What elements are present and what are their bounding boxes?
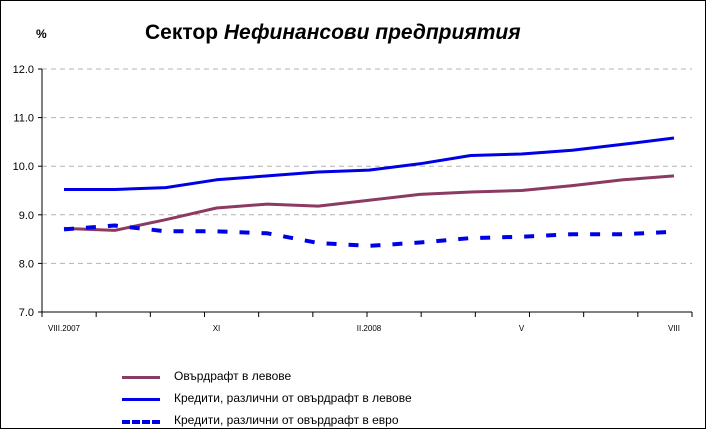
legend-label: Кредити, различни от овърдрафт в левове bbox=[174, 391, 412, 405]
y-tick-label: 10.0 bbox=[13, 161, 34, 173]
title-plain: Сектор bbox=[145, 21, 224, 44]
x-tick-label: VIII bbox=[668, 324, 680, 333]
series-lines bbox=[63, 136, 675, 248]
legend-swatch bbox=[122, 376, 160, 379]
x-tick-label: VIII.2007 bbox=[48, 324, 81, 333]
legend-swatch bbox=[122, 420, 160, 424]
title-italic: Нефинансови предприятия bbox=[223, 21, 521, 44]
x-tick-label: XI bbox=[213, 324, 221, 333]
y-tick-label: 9.0 bbox=[19, 210, 34, 222]
legend-item-loans-bgn: Кредити, различни от овърдрафт в левове bbox=[122, 388, 482, 410]
chart-title: Сектор Нефинансови предприятия bbox=[145, 21, 521, 45]
series-line-1 bbox=[64, 136, 675, 191]
y-tick-label: 11.0 bbox=[13, 113, 34, 125]
legend: Овърдрафт в левове Кредити, различни от … bbox=[122, 366, 482, 432]
legend-label: Овърдрафт в левове bbox=[174, 369, 292, 383]
x-tick-label: II.2008 bbox=[357, 324, 382, 333]
x-tick-labels: VIII.2007 XI II.2008 V VIII bbox=[48, 324, 680, 333]
legend-swatch bbox=[122, 398, 160, 401]
series-line-0 bbox=[63, 174, 675, 232]
axes bbox=[38, 68, 693, 317]
legend-label: Кредити, различни от овърдрафт в евро bbox=[174, 413, 399, 427]
gridlines bbox=[42, 68, 692, 264]
legend-item-loans-eur: Кредити, различни от овърдрафт в евро bbox=[122, 410, 482, 432]
series-line-2 bbox=[63, 223, 675, 248]
y-unit-label: % bbox=[36, 27, 47, 41]
x-tick-label: V bbox=[519, 324, 525, 333]
y-tick-label: 7.0 bbox=[19, 307, 34, 319]
y-tick-labels: 7.0 8.0 9.0 10.0 11.0 12.0 bbox=[13, 64, 34, 319]
legend-item-overdraft-bgn: Овърдрафт в левове bbox=[122, 366, 482, 388]
y-tick-label: 8.0 bbox=[19, 258, 34, 270]
y-tick-label: 12.0 bbox=[13, 64, 34, 76]
